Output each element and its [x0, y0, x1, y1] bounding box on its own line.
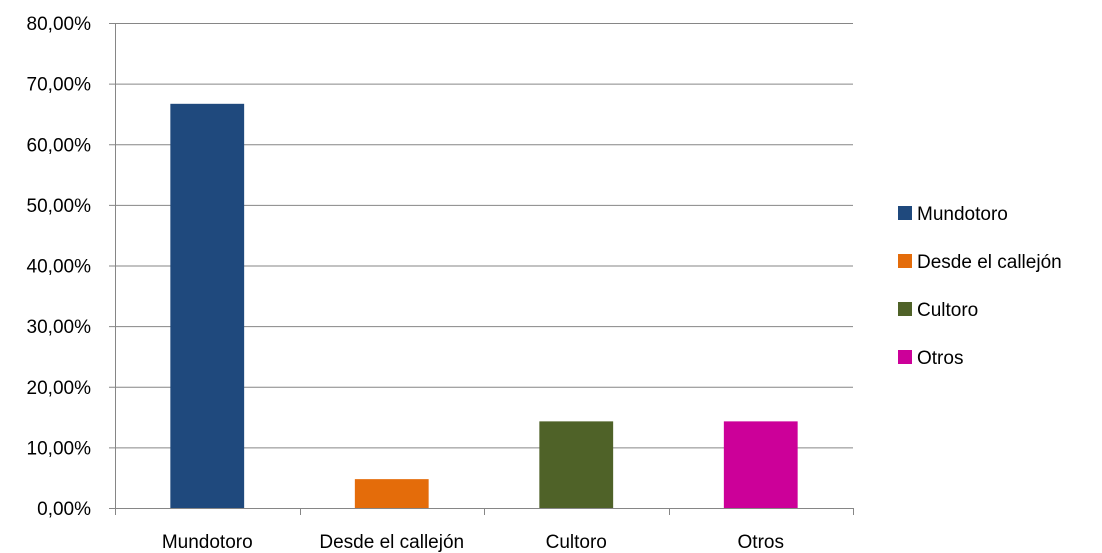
bar-mundotoro: [170, 103, 245, 509]
x-tick-label: Mundotoro: [162, 532, 253, 553]
x-tick-label: Otros: [738, 532, 784, 553]
legend: Mundotoro Desde el callejón Cultoro Otros: [898, 204, 1062, 369]
bar-cultoro: [539, 421, 614, 508]
legend-swatch: [898, 350, 912, 364]
x-axis-tick-labels: Mundotoro Desde el callejón Cultoro Otros: [162, 532, 784, 553]
y-axis-tick-labels: 0,00% 10,00% 20,00% 30,00% 40,00% 50,00% 60,00…: [27, 14, 92, 520]
y-tick-label: 10,00%: [27, 438, 92, 459]
legend-swatch: [898, 206, 912, 220]
bar-otros: [723, 421, 798, 508]
y-tick-label: 40,00%: [27, 257, 92, 278]
legend-label: Mundotoro: [917, 204, 1008, 225]
legend-swatch: [898, 254, 912, 268]
y-tick-label: 50,00%: [27, 196, 92, 217]
x-tick-label: Desde el callejón: [319, 532, 464, 553]
legend-swatch: [898, 302, 912, 316]
legend-label: Otros: [917, 348, 963, 369]
axes: [115, 23, 854, 515]
y-tick-label: 80,00%: [27, 14, 92, 35]
y-tick-label: 70,00%: [27, 75, 92, 96]
bar-desde-el-callej-n: [354, 479, 429, 508]
y-tick-label: 20,00%: [27, 378, 92, 399]
legend-label: Desde el callejón: [917, 252, 1062, 273]
y-tick-label: 60,00%: [27, 135, 92, 156]
y-tick-label: 0,00%: [37, 499, 91, 520]
y-tick-label: 30,00%: [27, 317, 92, 338]
legend-label: Cultoro: [917, 300, 978, 321]
x-tick-label: Cultoro: [546, 532, 607, 553]
bars: [170, 103, 798, 509]
